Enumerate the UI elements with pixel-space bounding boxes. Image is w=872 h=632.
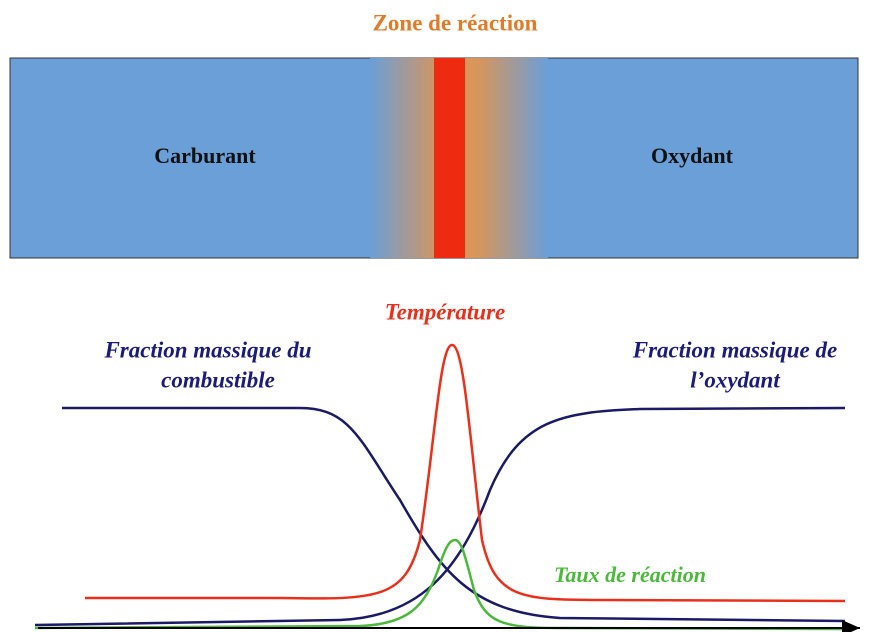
oxidant-curve: [34, 406, 846, 627]
reaction-rate-label: Taux de réaction: [554, 562, 706, 587]
fuel-region-label: Carburant: [154, 143, 256, 168]
oxidant-label: l’oxydant: [690, 367, 780, 392]
oxidant-label: Fraction massique de: [632, 337, 837, 362]
title: Zone de réaction: [373, 10, 538, 35]
fuel-curve: [62, 406, 846, 623]
oxidant-region-label: Oxydant: [651, 143, 734, 168]
fuel-label: combustible: [161, 367, 275, 392]
temperature-curve: [85, 343, 846, 603]
fuel-label: Fraction massique du: [103, 337, 311, 362]
temperature-label: Température: [385, 299, 506, 324]
reaction-rate-curve: [34, 538, 846, 631]
flame-front: [434, 58, 465, 258]
